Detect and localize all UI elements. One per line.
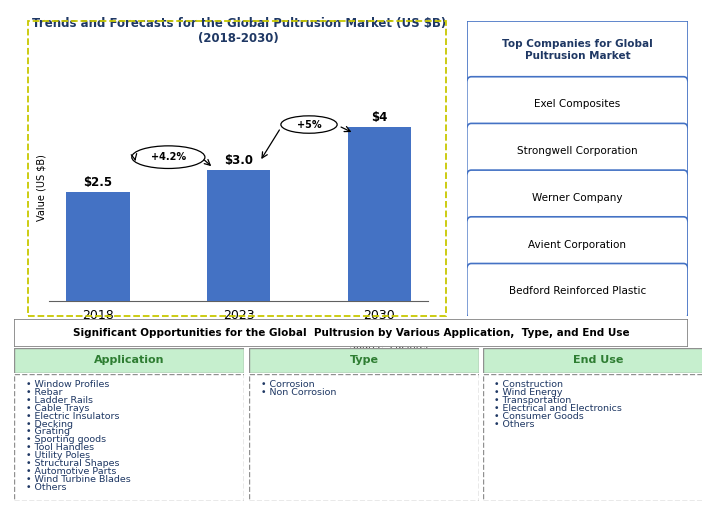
Text: • Consumer Goods: • Consumer Goods xyxy=(494,412,584,420)
Text: • Cable Trays: • Cable Trays xyxy=(25,404,89,413)
Text: Bedford Reinforced Plastic: Bedford Reinforced Plastic xyxy=(509,286,646,296)
Text: • Electrical and Electronics: • Electrical and Electronics xyxy=(494,404,623,413)
Text: Application: Application xyxy=(94,355,164,365)
FancyBboxPatch shape xyxy=(14,319,688,347)
Text: • Transportation: • Transportation xyxy=(494,396,571,405)
Ellipse shape xyxy=(281,116,337,133)
Y-axis label: Value (US $B): Value (US $B) xyxy=(37,154,46,221)
Text: • Window Profiles: • Window Profiles xyxy=(25,380,109,389)
Text: Significant Opportunities for the Global  Pultrusion by Various Application,  Ty: Significant Opportunities for the Global… xyxy=(73,328,629,338)
FancyBboxPatch shape xyxy=(467,21,688,80)
FancyBboxPatch shape xyxy=(467,123,688,179)
Text: Werner Company: Werner Company xyxy=(532,193,623,203)
FancyBboxPatch shape xyxy=(467,77,688,132)
Bar xyxy=(207,170,270,301)
Text: Trends and Forecasts for the Global Pultrusion Market (US $B)
(2018-2030): Trends and Forecasts for the Global Pult… xyxy=(32,17,446,45)
FancyBboxPatch shape xyxy=(467,170,688,226)
Text: +4.2%: +4.2% xyxy=(151,152,186,162)
Text: • Automotive Parts: • Automotive Parts xyxy=(25,467,116,476)
Text: • Electric Insulators: • Electric Insulators xyxy=(25,412,119,420)
FancyBboxPatch shape xyxy=(467,264,688,319)
Text: Strongwell Corporation: Strongwell Corporation xyxy=(517,146,637,156)
FancyBboxPatch shape xyxy=(249,374,479,501)
Text: Type: Type xyxy=(350,355,379,365)
Bar xyxy=(347,127,411,301)
FancyBboxPatch shape xyxy=(483,348,702,373)
Text: • Sporting goods: • Sporting goods xyxy=(25,435,106,445)
Text: $3.0: $3.0 xyxy=(224,154,253,167)
FancyBboxPatch shape xyxy=(483,374,702,501)
Text: • Structural Shapes: • Structural Shapes xyxy=(25,459,119,468)
Text: • Wind Energy: • Wind Energy xyxy=(494,388,563,397)
Bar xyxy=(67,192,130,301)
Text: • Ladder Rails: • Ladder Rails xyxy=(25,396,93,405)
Text: Source: Lucintel: Source: Lucintel xyxy=(350,341,428,352)
FancyBboxPatch shape xyxy=(14,348,244,373)
FancyBboxPatch shape xyxy=(14,374,244,501)
Text: • Rebar: • Rebar xyxy=(25,388,62,397)
Text: • Utility Poles: • Utility Poles xyxy=(25,451,90,460)
Text: End Use: End Use xyxy=(573,355,623,365)
Ellipse shape xyxy=(132,146,205,169)
Text: • Corrosion: • Corrosion xyxy=(260,380,314,389)
Text: $4: $4 xyxy=(371,111,388,124)
Text: • Non Corrosion: • Non Corrosion xyxy=(260,388,336,397)
Text: • Others: • Others xyxy=(494,419,535,429)
FancyBboxPatch shape xyxy=(249,348,479,373)
Text: Avient Corporation: Avient Corporation xyxy=(529,240,626,250)
Text: • Wind Turbine Blades: • Wind Turbine Blades xyxy=(25,475,131,484)
Text: Top Companies for Global
Pultrusion Market: Top Companies for Global Pultrusion Mark… xyxy=(502,39,653,61)
Text: +5%: +5% xyxy=(297,120,322,130)
Text: • Grating: • Grating xyxy=(25,428,69,436)
Text: Exel Composites: Exel Composites xyxy=(534,100,621,109)
FancyBboxPatch shape xyxy=(467,217,688,272)
Text: • Tool Handles: • Tool Handles xyxy=(25,443,93,452)
Text: $2.5: $2.5 xyxy=(84,176,112,189)
Text: • Others: • Others xyxy=(25,483,66,492)
Text: • Decking: • Decking xyxy=(25,419,72,429)
Text: • Construction: • Construction xyxy=(494,380,564,389)
